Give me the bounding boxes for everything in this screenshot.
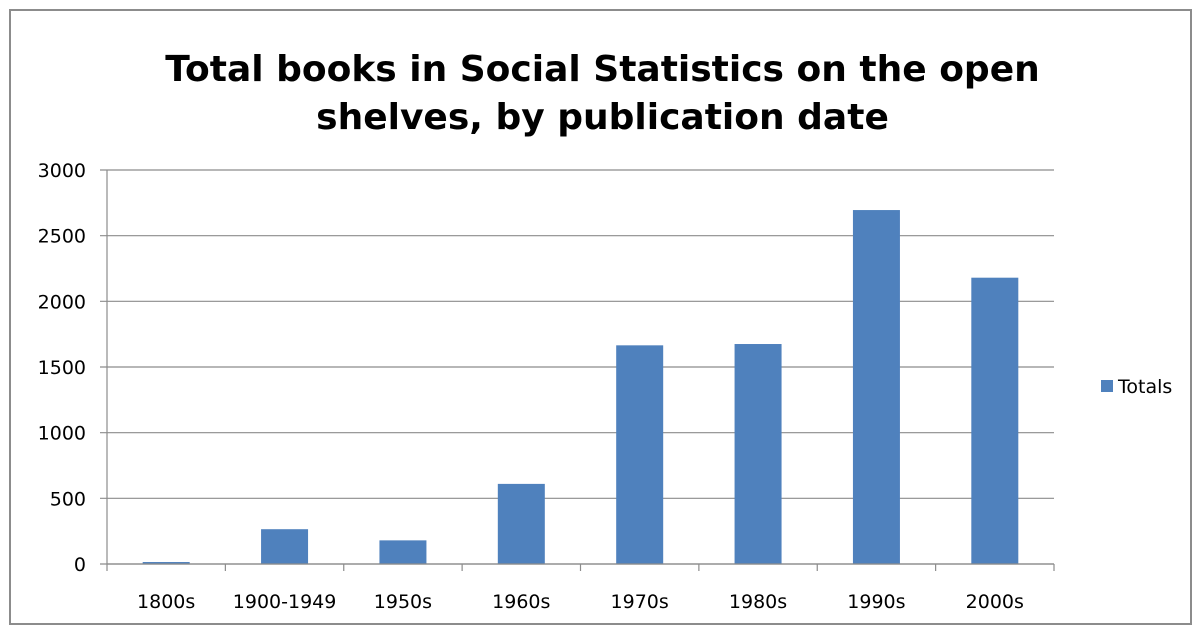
bar-1950s xyxy=(379,540,427,564)
legend-swatch xyxy=(1101,380,1113,392)
y-tick-label-2000: 2000 xyxy=(38,291,86,313)
chart-title: Total books in Social Statistics on the … xyxy=(165,49,1040,138)
legend-label: Totals xyxy=(1117,376,1172,398)
y-tick-label-1500: 1500 xyxy=(38,357,86,379)
bar-1980s xyxy=(734,344,782,564)
bar-1900-1949 xyxy=(261,529,309,564)
bar-1960s xyxy=(497,483,545,564)
bar-2000s xyxy=(971,277,1019,564)
x-tick-label-1900-1949: 1900-1949 xyxy=(233,591,337,613)
bar-1990s xyxy=(852,210,900,564)
x-tick-label-1980s: 1980s xyxy=(729,591,787,613)
y-tick-label-0: 0 xyxy=(74,554,86,576)
y-tick-label-1000: 1000 xyxy=(38,423,86,445)
x-tick-label-1800s: 1800s xyxy=(137,591,195,613)
x-tick-label-1970s: 1970s xyxy=(611,591,669,613)
y-tick-label-3000: 3000 xyxy=(38,160,86,182)
bar-1970s xyxy=(616,345,664,564)
x-tick-label-1990s: 1990s xyxy=(847,591,905,613)
y-tick-label-500: 500 xyxy=(50,488,86,510)
y-tick-label-2500: 2500 xyxy=(38,226,86,248)
x-tick-label-2000s: 2000s xyxy=(966,591,1024,613)
x-tick-label-1950s: 1950s xyxy=(374,591,432,613)
bar-1800s xyxy=(142,562,190,564)
x-tick-label-1960s: 1960s xyxy=(492,591,550,613)
